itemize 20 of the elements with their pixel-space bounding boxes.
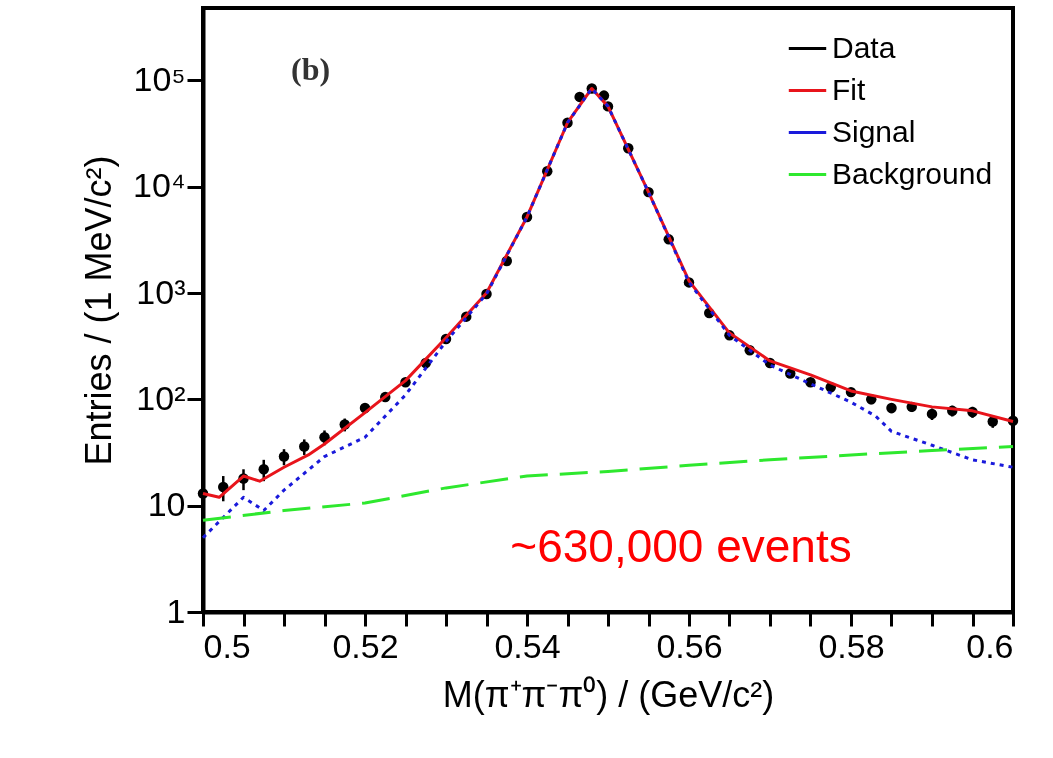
x-axis-title: M(π⁺π⁻π⁰) / (GeV/c²) <box>442 673 775 715</box>
y-tick-label: 10³ <box>136 272 186 311</box>
legend-label: Signal <box>832 114 916 148</box>
y-tick-label: 1 <box>166 591 186 630</box>
y-axis-title: Entries / (1 MeV/c²) <box>78 155 120 466</box>
x-tick-label: 0.52 <box>332 626 399 665</box>
x-tick-label: 0.6 <box>966 626 1014 665</box>
legend-label: Background <box>832 156 993 190</box>
x-tick-label: 0.58 <box>818 626 885 665</box>
y-tick-label: 10 <box>147 485 186 524</box>
x-tick-label: 0.5 <box>203 626 251 665</box>
x-tick-label: 0.56 <box>656 626 723 665</box>
legend-label: Fit <box>832 72 866 106</box>
legend-label: Data <box>832 30 896 64</box>
annotation: (b) <box>291 51 331 87</box>
annotation: ~630,000 events <box>510 520 852 572</box>
y-tick-label: 10² <box>136 378 186 417</box>
x-tick-label: 0.54 <box>494 626 561 665</box>
y-tick-label: 10⁵ <box>133 59 186 98</box>
y-tick-label: 10⁴ <box>133 166 186 205</box>
